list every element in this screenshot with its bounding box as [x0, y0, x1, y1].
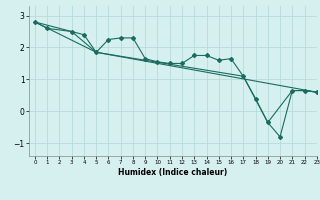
X-axis label: Humidex (Indice chaleur): Humidex (Indice chaleur) — [118, 168, 228, 177]
